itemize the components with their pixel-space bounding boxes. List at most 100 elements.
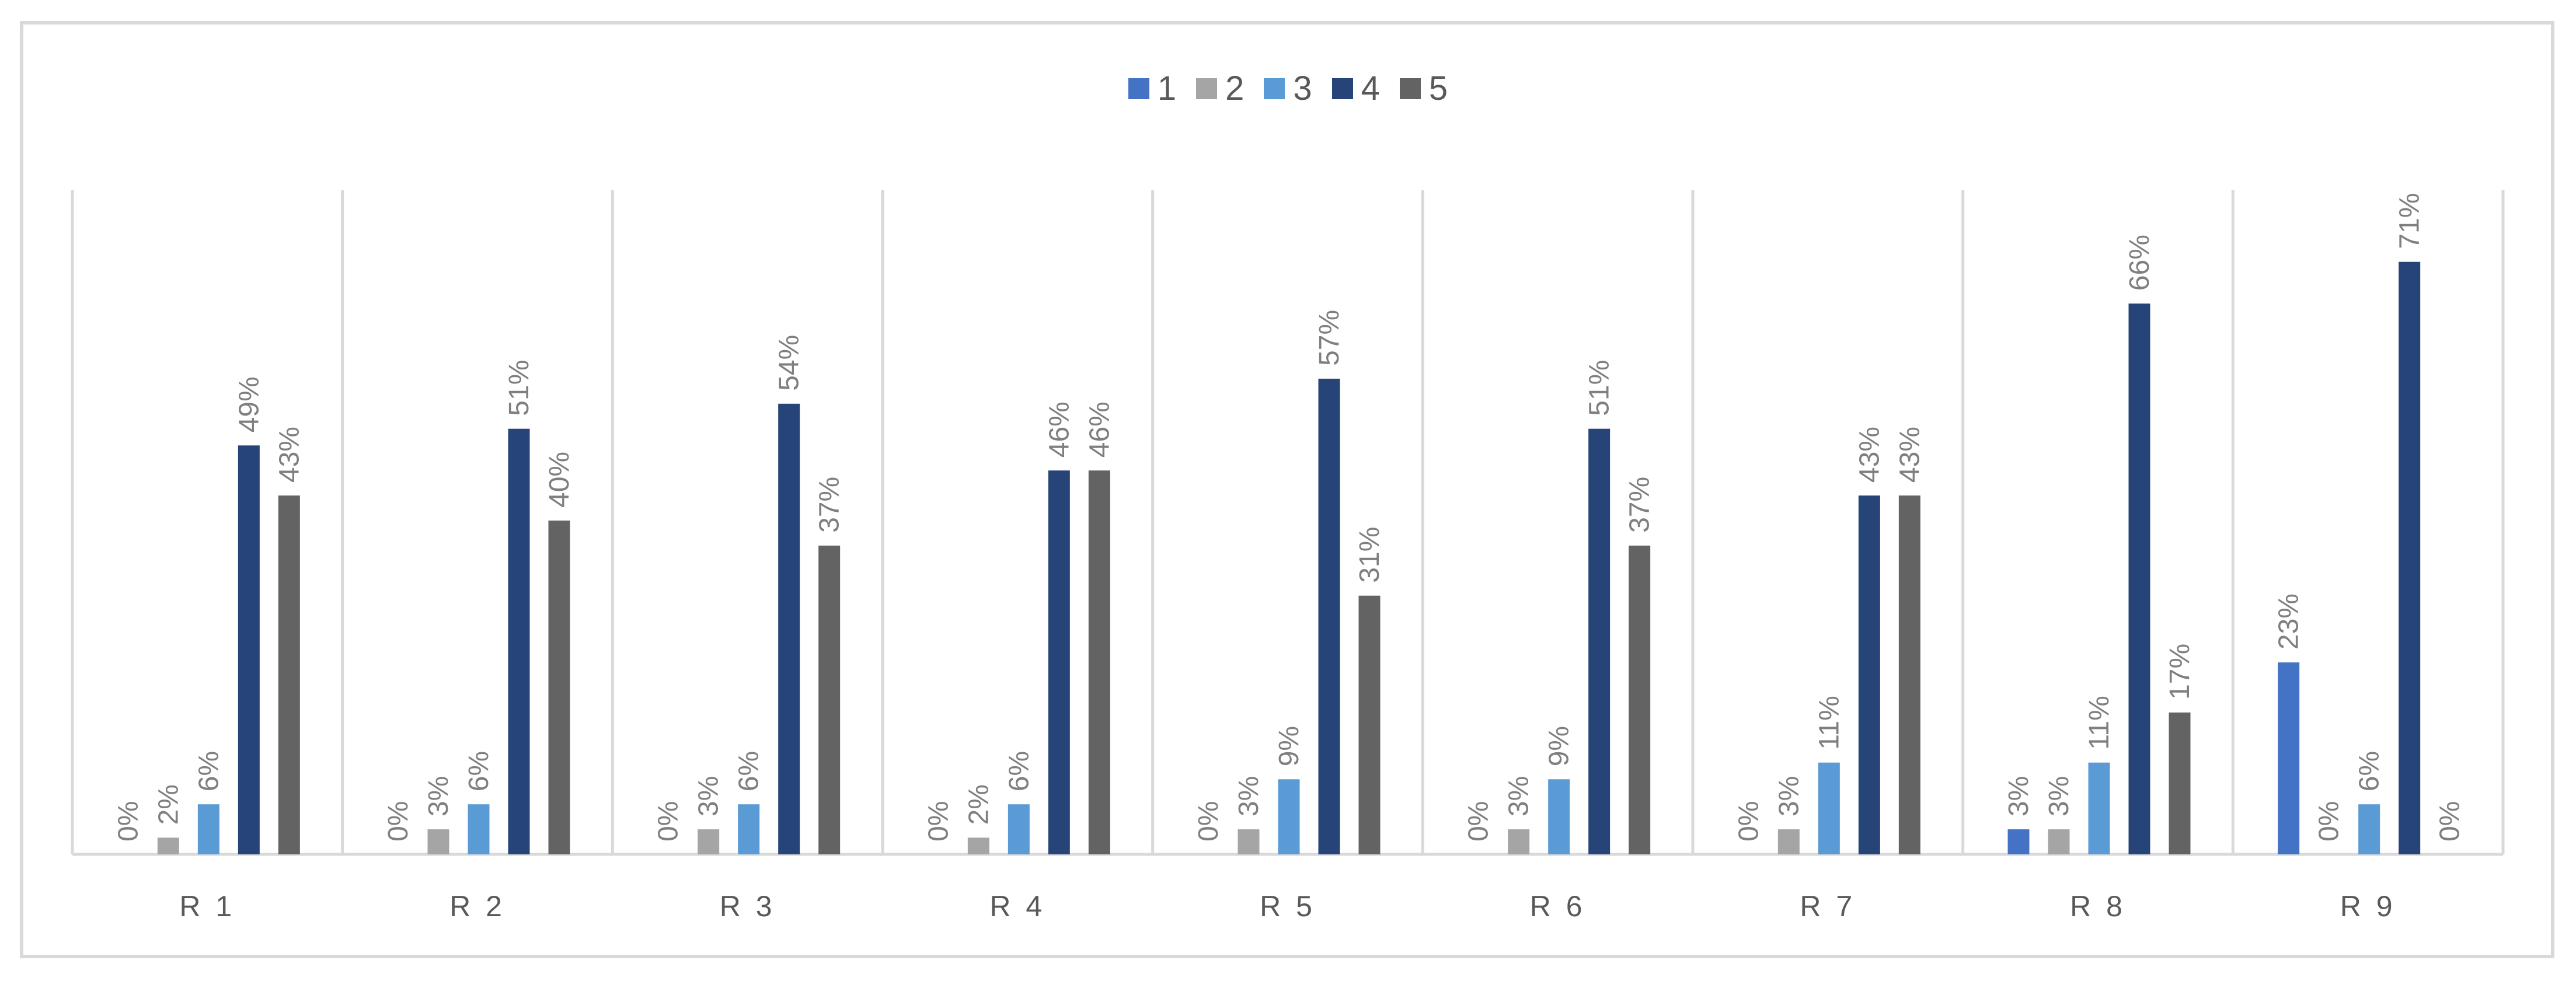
legend-label: 4: [1361, 69, 1380, 107]
legend-item-1: 1: [1128, 69, 1176, 108]
data-label: 3%: [2044, 776, 2075, 816]
legend-item-5: 5: [1399, 69, 1448, 108]
legend-item-2: 2: [1196, 69, 1244, 108]
x-tick-label: R 4: [989, 890, 1045, 923]
bar-series-3-r6: [1548, 779, 1570, 854]
bar-series-5-r5: [1358, 595, 1381, 854]
bar-series-3-r4: [1008, 804, 1030, 854]
bar-series-4-r3: [778, 403, 800, 854]
bar-series-3-r1: [197, 804, 219, 854]
legend-swatch: [1399, 78, 1421, 99]
data-label: 0%: [383, 801, 414, 842]
legend-swatch: [1128, 78, 1149, 99]
data-label: 57%: [1314, 310, 1345, 366]
data-label: 0%: [653, 801, 684, 842]
data-label: 0%: [2435, 801, 2466, 842]
data-label: 43%: [1894, 427, 1925, 483]
legend-swatch: [1264, 78, 1285, 99]
bar-series-4-r2: [508, 428, 530, 854]
legend-label: 2: [1225, 69, 1245, 107]
data-label: 6%: [1003, 751, 1034, 791]
data-label: 51%: [1584, 360, 1615, 416]
data-label: 3%: [2003, 776, 2034, 816]
x-tick-label: R 2: [449, 890, 506, 923]
data-label: 43%: [1854, 427, 1885, 483]
bar-series-5-r3: [818, 545, 841, 854]
data-label: 9%: [1544, 726, 1575, 766]
bar-series-1-r8: [2007, 829, 2030, 854]
bar-series-3-r2: [468, 804, 490, 854]
data-label: 37%: [1625, 477, 1655, 533]
bar-series-5-r2: [548, 521, 570, 854]
bar-series-2-r2: [427, 829, 449, 854]
bar-series-4-r9: [2399, 261, 2421, 854]
data-label: 9%: [1274, 726, 1305, 766]
legend-item-3: 3: [1264, 69, 1312, 108]
data-label: 3%: [1504, 776, 1535, 816]
data-label: 51%: [504, 360, 535, 416]
data-label: 0%: [113, 801, 144, 842]
bar-series-2-r7: [1777, 829, 1800, 854]
bar-series-5-r8: [2169, 712, 2191, 854]
bar-series-5-r6: [1629, 545, 1651, 854]
data-label: 66%: [2124, 235, 2155, 291]
data-label: 6%: [193, 751, 224, 791]
data-label: 71%: [2394, 193, 2425, 249]
data-label: 0%: [1463, 801, 1494, 842]
x-tick-label: R 6: [1530, 890, 1586, 923]
data-label: 54%: [774, 335, 805, 391]
data-label: 49%: [233, 376, 264, 432]
legend-swatch: [1196, 78, 1218, 99]
data-label: 6%: [734, 751, 765, 791]
data-label: 11%: [2084, 696, 2115, 750]
data-label: 0%: [1733, 801, 1764, 842]
legend-label: 5: [1428, 69, 1448, 107]
data-label: 43%: [274, 427, 305, 483]
x-tick-label: R 9: [2340, 890, 2396, 923]
bar-series-4-r5: [1318, 378, 1340, 854]
data-label: 0%: [1193, 801, 1224, 842]
data-label: 6%: [463, 751, 494, 791]
bar-series-2-r4: [967, 837, 989, 854]
data-label: 2%: [153, 784, 184, 825]
legend-swatch: [1331, 78, 1353, 99]
data-label: 31%: [1354, 527, 1385, 583]
data-label: 0%: [2314, 801, 2345, 842]
legend: 1 2 3 4 5: [0, 69, 2576, 108]
bar-series-4-r1: [238, 445, 260, 854]
data-label: 3%: [423, 776, 454, 816]
bar-series-3-r8: [2088, 762, 2110, 854]
data-label: 46%: [1044, 402, 1075, 458]
bar-series-4-r6: [1588, 428, 1611, 854]
bar-series-5-r7: [1898, 495, 1920, 854]
data-label: 23%: [2274, 594, 2305, 650]
bar-series-3-r5: [1278, 779, 1300, 854]
bar-series-1-r9: [2278, 662, 2300, 854]
bar-series-2-r6: [1508, 829, 1530, 854]
bar-series-4-r4: [1048, 470, 1070, 854]
data-label: 37%: [814, 477, 845, 533]
bar-series-5-r1: [278, 495, 300, 854]
x-tick-label: R 7: [1800, 890, 1856, 923]
data-label: 40%: [544, 452, 575, 508]
bar-series-5-r4: [1088, 470, 1110, 854]
data-label: 46%: [1084, 402, 1115, 458]
x-tick-label: R 8: [2070, 890, 2126, 923]
data-label: 6%: [2354, 751, 2385, 791]
data-label: 17%: [2164, 644, 2195, 700]
data-label: 0%: [923, 801, 954, 842]
bar-series-2-r3: [698, 829, 720, 854]
legend-label: 3: [1293, 69, 1312, 107]
bar-series-2-r1: [157, 837, 179, 854]
bar-series-2-r5: [1238, 829, 1260, 854]
bar-series-4-r8: [2128, 303, 2150, 854]
bar-series-3-r9: [2358, 804, 2380, 854]
legend-item-4: 4: [1331, 69, 1380, 108]
data-label: 2%: [963, 784, 994, 825]
legend-label: 1: [1157, 69, 1177, 107]
x-tick-label: R 5: [1260, 890, 1316, 923]
x-tick-label: R 3: [720, 890, 776, 923]
bar-series-2-r8: [2048, 829, 2070, 854]
data-label: 11%: [1814, 696, 1845, 750]
